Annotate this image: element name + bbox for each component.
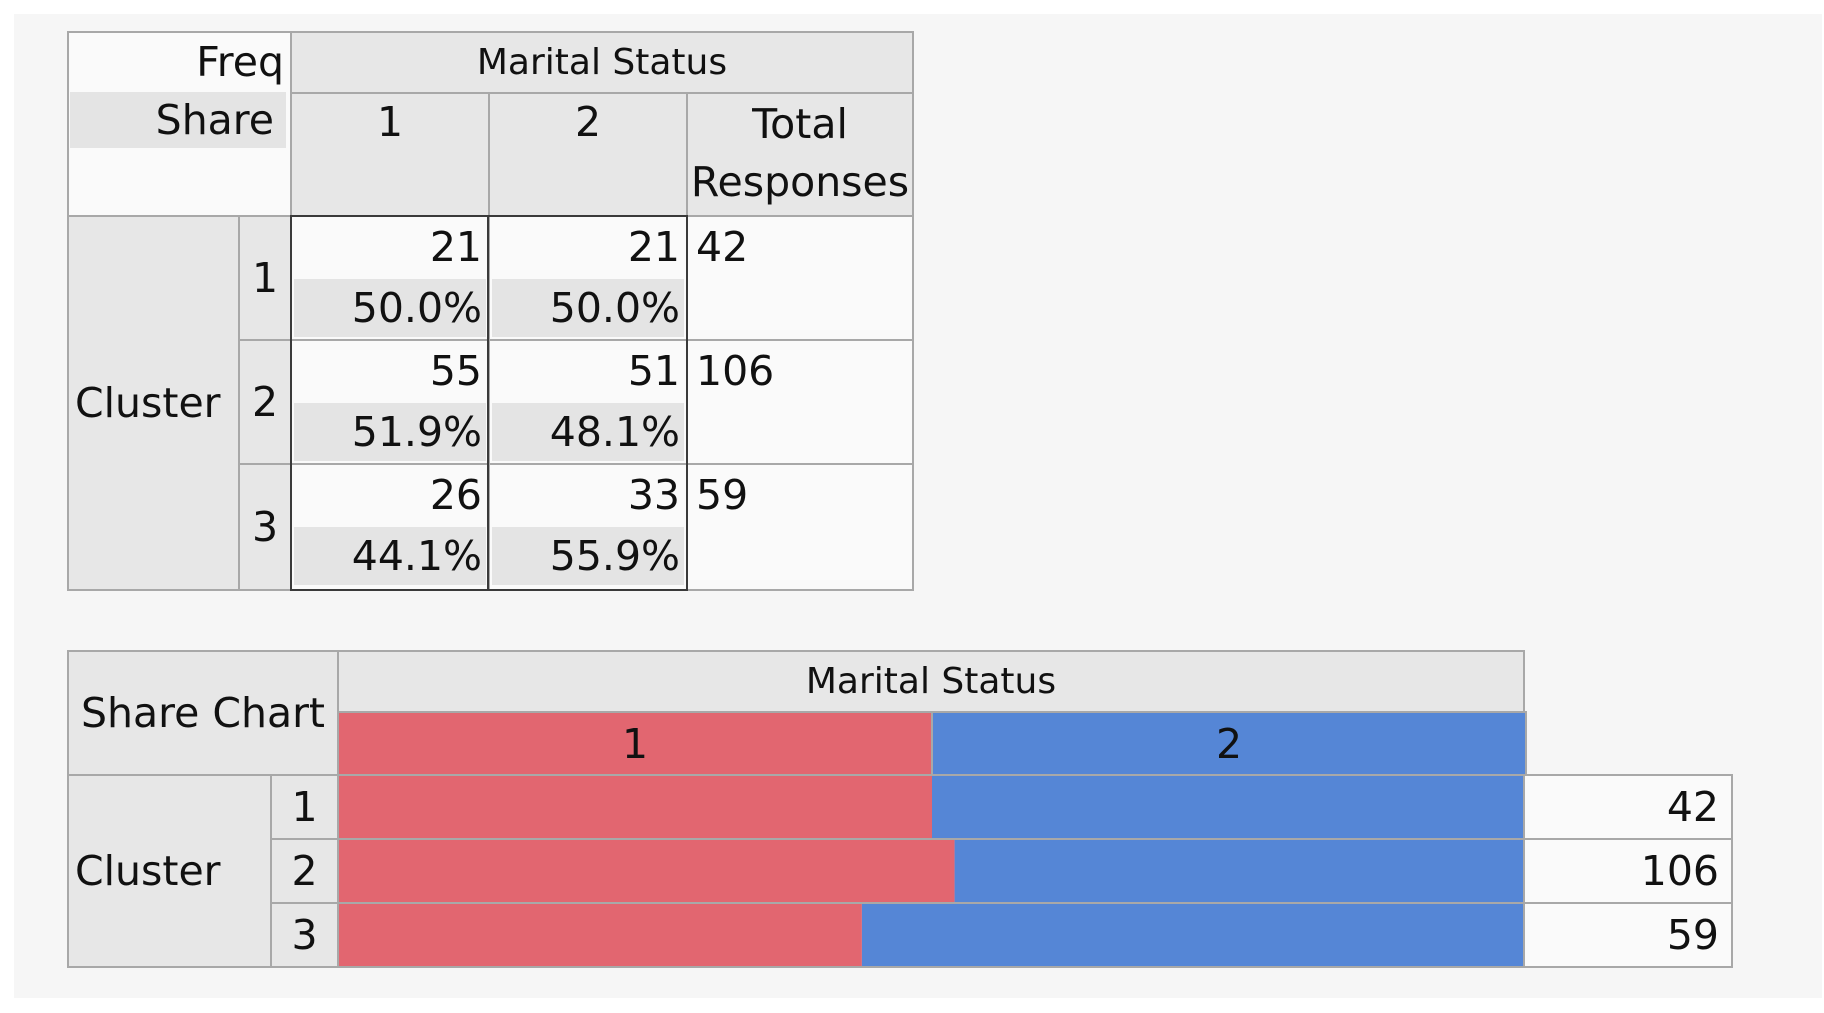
row-label-2: 2 xyxy=(238,339,292,465)
col-header-total-line1: Total xyxy=(752,99,848,148)
share-chart-total-2: 106 xyxy=(1523,838,1733,904)
data-block-divider xyxy=(487,215,489,591)
share-chart-total-3: 59 xyxy=(1523,902,1733,968)
row2-col2-share: 48.1% xyxy=(492,403,684,461)
bar-cluster-2-series-1 xyxy=(338,840,955,902)
bar-cluster-2-series-2 xyxy=(954,840,1526,902)
row1-total-cell xyxy=(686,215,914,341)
row-separator xyxy=(338,838,1526,840)
row1-col2-freq: 21 xyxy=(627,222,680,271)
row1-col2-share: 50.0% xyxy=(492,279,684,337)
bar-cluster-3-series-1 xyxy=(338,904,862,966)
row-label-3: 3 xyxy=(238,463,292,591)
bar-cluster-1-series-2 xyxy=(932,776,1526,838)
row-label-1: 1 xyxy=(238,215,292,341)
row-separator xyxy=(338,902,1526,904)
row2-col2-freq: 51 xyxy=(627,346,680,395)
bar-cluster-3-series-2 xyxy=(861,904,1526,966)
col-header-2 xyxy=(488,92,688,217)
share-chart-cluster-label: Cluster xyxy=(67,774,272,968)
row2-total: 106 xyxy=(696,346,775,395)
row2-col1-share: 51.9% xyxy=(294,403,486,461)
row3-total: 59 xyxy=(696,470,749,519)
report-panel: Freq Share Marital Status 1 2 Total Resp… xyxy=(14,14,1822,998)
corner-share-label: Share xyxy=(70,92,286,148)
row1-col1-freq: 21 xyxy=(429,222,482,271)
col-header-total-line2: Responses xyxy=(690,157,910,206)
col-header-1-label: 1 xyxy=(376,97,404,146)
row3-total-cell xyxy=(686,463,914,591)
row3-col2-freq: 33 xyxy=(627,470,680,519)
share-chart-total-1: 42 xyxy=(1523,774,1733,840)
legend-label-1: 1 xyxy=(622,720,648,768)
row-separator xyxy=(338,774,1526,776)
row3-col1-freq: 26 xyxy=(429,470,482,519)
row3-col1-share: 44.1% xyxy=(294,527,486,585)
row1-col1-share: 50.0% xyxy=(294,279,486,337)
share-chart-row-label-3: 3 xyxy=(270,902,339,968)
share-chart-row-label-1: 1 xyxy=(270,774,339,840)
bar-cluster-1-series-1 xyxy=(338,776,932,838)
row1-total: 42 xyxy=(696,222,749,271)
col-header-2-label: 2 xyxy=(574,97,602,146)
marital-status-header: Marital Status xyxy=(290,31,914,94)
row3-col2-share: 55.9% xyxy=(492,527,684,585)
share-chart-marital-status-header: Marital Status xyxy=(337,650,1525,713)
legend-label-2: 2 xyxy=(1216,720,1242,768)
share-chart-corner: Share Chart xyxy=(67,650,339,776)
corner-freq-label: Freq xyxy=(196,37,284,86)
share-chart-row-label-2: 2 xyxy=(270,838,339,904)
row2-col1-freq: 55 xyxy=(429,346,482,395)
col-header-total xyxy=(686,92,914,217)
cluster-row-group-label: Cluster xyxy=(67,215,240,591)
data-block-outline xyxy=(290,215,688,591)
